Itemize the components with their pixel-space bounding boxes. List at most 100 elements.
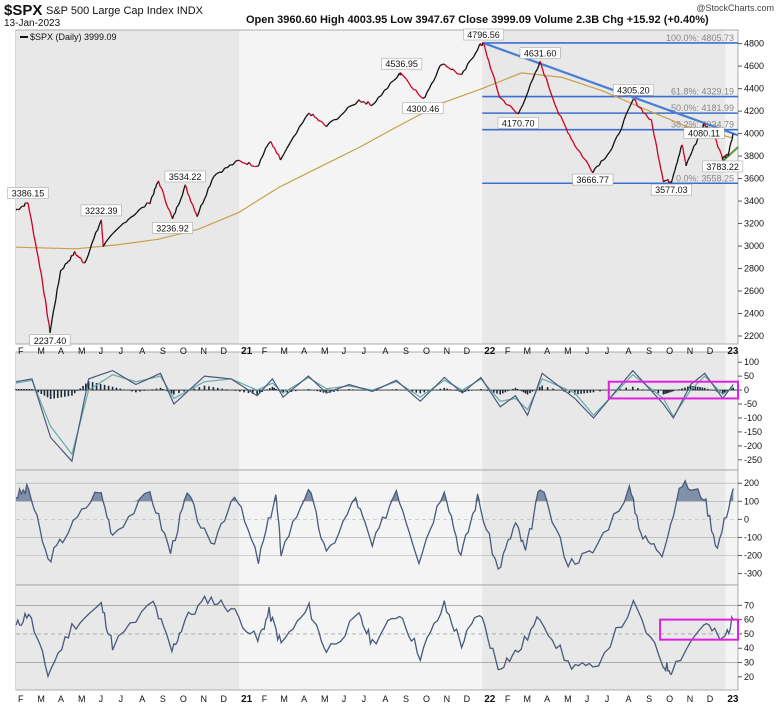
- price-segment: [15, 208, 18, 211]
- price-segment: [576, 148, 580, 152]
- price-segment: [221, 167, 226, 173]
- price-segment: [27, 202, 31, 212]
- indicator-axis-label: -100: [744, 413, 762, 423]
- price-segment: [560, 115, 563, 120]
- price-segment: [513, 109, 517, 113]
- price-segment: [646, 116, 650, 120]
- x-axis-month-label: A: [301, 346, 307, 356]
- x-axis-month-label: N: [444, 346, 451, 356]
- price-segment: [162, 192, 166, 199]
- price-segment: [277, 153, 280, 157]
- x-axis-month-label: J: [342, 346, 347, 356]
- price-segment: [224, 166, 228, 169]
- price-segment: [596, 164, 600, 167]
- price-segment: [430, 80, 435, 85]
- price-segment: [69, 255, 73, 261]
- price-segment: [541, 68, 545, 76]
- price-axis-label: 4400: [744, 84, 764, 94]
- price-segment: [289, 136, 294, 144]
- ohlc-summary: Open 3960.60 High 4003.95 Low 3947.67 Cl…: [246, 14, 709, 26]
- price-segment: [23, 202, 26, 207]
- x-axis-month-label: D: [220, 346, 227, 356]
- price-segment: [120, 222, 124, 227]
- price-segment: [464, 63, 469, 70]
- price-axis-label: 2200: [744, 331, 764, 341]
- price-segment: [19, 206, 22, 209]
- price-segment: [240, 160, 244, 164]
- price-segment: [390, 80, 394, 84]
- price-axis-label: 4800: [744, 39, 764, 49]
- price-segment: [43, 294, 46, 299]
- price-annotation-box: [702, 160, 744, 173]
- price-axis-label: 3000: [744, 241, 764, 251]
- price-segment: [130, 214, 135, 218]
- price-segment: [410, 86, 414, 90]
- price-segment: [44, 298, 47, 305]
- price-segment: [469, 58, 473, 62]
- year-band: [482, 585, 726, 690]
- price-axis-label: 2800: [744, 264, 764, 274]
- moving-average-line: [15, 72, 734, 250]
- price-segment: [312, 113, 316, 118]
- x-axis-month-label: M: [564, 694, 572, 704]
- price-segment: [386, 82, 392, 89]
- fib-level-label: 0.0%: 3558.25: [676, 173, 734, 183]
- x-axis-month-label: D: [464, 694, 471, 704]
- price-segment: [84, 259, 88, 264]
- price-segment: [461, 70, 465, 75]
- price-segment: [60, 268, 63, 272]
- price-segment: [55, 289, 58, 300]
- price-segment: [668, 181, 671, 183]
- price-segment: [446, 65, 450, 69]
- indicator-axis-label: -200: [744, 551, 762, 561]
- price-segment: [459, 73, 462, 76]
- price-segment: [295, 126, 301, 134]
- price-segment: [152, 193, 155, 196]
- price-axis-label: 4600: [744, 61, 764, 71]
- price-segment: [173, 212, 176, 215]
- x-axis-month-label: J: [585, 346, 590, 356]
- price-segment: [484, 48, 488, 57]
- price-segment: [85, 254, 89, 260]
- price-segment: [305, 112, 310, 118]
- price-segment: [125, 218, 130, 223]
- x-axis-month-label: S: [403, 346, 409, 356]
- year-band: [16, 585, 240, 690]
- price-axis-label: 3600: [744, 174, 764, 184]
- price-segment: [358, 99, 362, 103]
- price-segment: [656, 146, 659, 156]
- price-segment: [180, 194, 184, 199]
- x-axis-month-label: A: [58, 346, 64, 356]
- price-segment: [633, 98, 636, 101]
- price-segment: [568, 134, 572, 140]
- x-axis-month-label: J: [605, 346, 610, 356]
- price-segment: [422, 96, 426, 99]
- price-segment: [265, 145, 268, 149]
- price-segment: [82, 261, 84, 264]
- x-axis-month-label: D: [707, 346, 714, 356]
- price-segment: [640, 108, 644, 114]
- x-axis-month-label: N: [687, 346, 694, 356]
- x-axis-month-label: F: [262, 694, 268, 704]
- price-segment: [49, 325, 52, 334]
- price-segment: [178, 198, 182, 203]
- price-segment: [368, 103, 372, 107]
- fib-level-label: 38.2%: 4034.79: [671, 120, 734, 130]
- price-axis-label: 3800: [744, 151, 764, 161]
- price-segment: [329, 119, 334, 123]
- price-segment: [475, 49, 479, 54]
- price-segment: [684, 158, 686, 162]
- x-axis-month-label: F: [505, 346, 511, 356]
- price-segment: [594, 165, 598, 170]
- price-segment: [115, 227, 119, 231]
- price-segment: [598, 160, 602, 166]
- price-segment: [616, 133, 620, 137]
- price-segment: [693, 143, 697, 147]
- price-segment: [154, 187, 156, 190]
- price-segment: [298, 122, 304, 128]
- price-segment: [213, 173, 218, 178]
- price-segment: [623, 113, 627, 121]
- price-segment: [367, 101, 370, 104]
- price-segment: [196, 211, 200, 217]
- price-segment: [184, 184, 188, 189]
